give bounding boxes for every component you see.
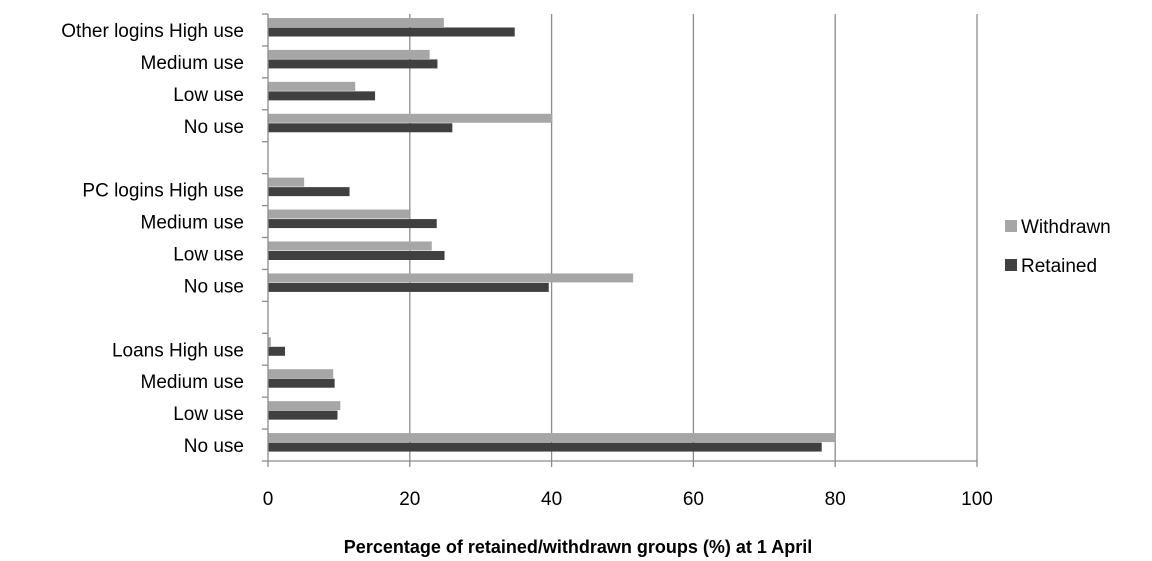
legend-label-withdrawn: Withdrawn <box>1021 217 1111 238</box>
category-label: Loans High use <box>112 340 244 361</box>
category-label: Low use <box>173 404 244 425</box>
axes <box>262 13 978 467</box>
x-tick-label: 80 <box>825 489 846 510</box>
category-label: Medium use <box>141 213 245 234</box>
category-label: Low use <box>173 244 244 265</box>
x-tick-label: 20 <box>399 489 420 510</box>
category-labels: Other logins High use Medium use Low use No… <box>61 21 244 457</box>
bar-withdrawn <box>268 433 836 443</box>
category-label: Low use <box>173 85 244 106</box>
bar-withdrawn <box>268 401 341 411</box>
category-label: Other logins High use <box>61 21 244 42</box>
category-label: No use <box>184 436 244 457</box>
bar-retained <box>268 91 376 101</box>
bar-withdrawn <box>268 81 356 91</box>
bar-retained <box>268 59 438 69</box>
bar-withdrawn <box>268 49 430 59</box>
x-tick-label: 100 <box>961 489 993 510</box>
bar-retained <box>268 410 338 420</box>
bar-retained <box>268 123 453 133</box>
bar-withdrawn <box>268 18 444 27</box>
legend-swatch-retained <box>1005 259 1017 271</box>
category-label: Medium use <box>141 53 245 74</box>
bars <box>268 18 836 452</box>
bar-withdrawn <box>268 113 553 123</box>
bar-retained <box>268 251 445 260</box>
category-label: PC logins High use <box>82 181 244 202</box>
x-axis-title: Percentage of retained/withdrawn groups … <box>344 537 812 557</box>
category-label: No use <box>184 276 244 297</box>
bar-withdrawn <box>268 177 305 187</box>
bar-retained <box>268 346 286 356</box>
bar-retained <box>268 187 350 197</box>
category-label: Medium use <box>141 372 245 393</box>
x-tick-label: 40 <box>541 489 562 510</box>
x-tick-labels: 0 20 40 60 80 100 <box>263 489 993 510</box>
bar-retained <box>268 282 549 292</box>
bar-retained <box>268 378 335 388</box>
legend-label-retained: Retained <box>1021 256 1097 277</box>
gridlines <box>409 14 978 461</box>
bar-withdrawn <box>268 369 334 379</box>
bar-retained <box>268 442 822 452</box>
x-tick-label: 60 <box>683 489 704 510</box>
bar-withdrawn <box>268 337 271 347</box>
legend-swatch-withdrawn <box>1005 220 1017 232</box>
x-tick-label: 0 <box>263 489 274 510</box>
bar-withdrawn <box>268 241 432 251</box>
legend: Withdrawn Retained <box>1005 217 1111 277</box>
bar-withdrawn <box>268 273 634 283</box>
bar-retained <box>268 219 437 229</box>
bar-withdrawn <box>268 209 410 219</box>
category-label: No use <box>184 117 244 138</box>
bar-retained <box>268 27 515 37</box>
